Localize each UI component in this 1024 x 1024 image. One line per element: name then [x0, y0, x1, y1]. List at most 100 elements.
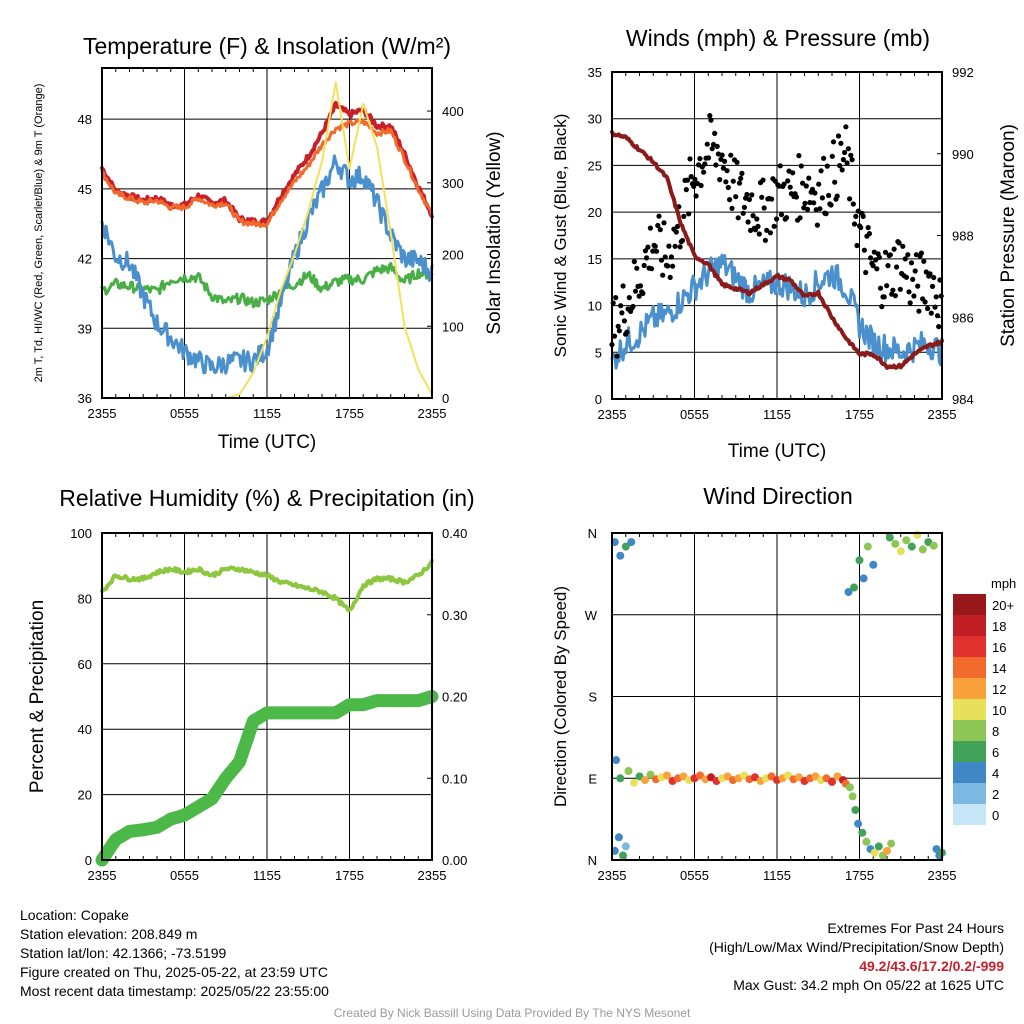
gust-point [891, 246, 897, 252]
y-tick-label: 36 [78, 391, 92, 406]
legend-swatch [953, 657, 986, 678]
gust-point [785, 178, 791, 184]
gust-point [687, 156, 693, 162]
direction-point [918, 545, 927, 554]
direction-point [874, 842, 883, 851]
gust-point [918, 250, 925, 256]
x-axis-label: Time (UTC) [728, 441, 827, 462]
y-right-tick-label: 100 [442, 319, 464, 334]
gust-point [890, 287, 896, 293]
gust-point [642, 248, 649, 254]
chart-title: Temperature (F) & Insolation (W/m²) [83, 33, 451, 59]
direction-point [828, 777, 836, 786]
legend-label: 20+ [992, 598, 1014, 613]
gust-point [686, 211, 692, 217]
y-right-tick-label: 0.20 [442, 690, 467, 705]
series-line [100, 558, 434, 613]
gust-point [848, 152, 854, 158]
y-tick-label: 0 [85, 853, 92, 868]
gust-point [912, 268, 918, 274]
gust-point [804, 206, 811, 212]
gust-point [850, 201, 856, 207]
gust-point [819, 195, 826, 201]
y-tick-label: 39 [78, 321, 92, 336]
y-tick-label: 20 [588, 205, 602, 220]
y-axis-label: Percent & Precipitation [27, 600, 48, 793]
gust-point [828, 202, 834, 208]
gust-point [616, 328, 623, 334]
gust-point [645, 244, 651, 250]
direction-point [614, 833, 623, 842]
direction-point [907, 542, 916, 551]
gust-point [936, 324, 942, 330]
gust-point [615, 323, 621, 329]
x-tick-label: 2355 [88, 868, 117, 883]
gust-point [620, 283, 626, 289]
gust-point [739, 170, 745, 176]
direction-point [624, 767, 633, 775]
gust-point [749, 192, 755, 198]
gust-point [783, 215, 790, 221]
gust-point [803, 183, 809, 189]
gust-point [868, 255, 874, 261]
y-right-tick-label: 0.00 [442, 853, 467, 868]
gust-point [709, 146, 715, 152]
panel-1: 2355 0555 1155 1755 235536394245480100200300… [33, 33, 505, 453]
series-line [100, 261, 434, 309]
gust-point [728, 152, 734, 158]
x-tick-label: 1155 [253, 868, 281, 883]
gust-point [907, 300, 913, 306]
y-tick-label: 40 [78, 722, 92, 737]
x-tick-label: 0555 [680, 407, 709, 422]
legend-label: 6 [992, 745, 999, 760]
gust-point [745, 219, 751, 225]
x-tick-label: 1755 [845, 868, 874, 883]
gust-point [894, 264, 900, 270]
info-created: Figure created on Thu, 2025-05-22, at 23… [20, 964, 328, 980]
gust-point [839, 167, 845, 173]
gust-point [636, 293, 642, 299]
y-axis-label: 2m T, Td, HI/WC (Red, Green, Scarlet/Blu… [33, 84, 45, 383]
gust-point [829, 153, 835, 159]
gust-point [672, 243, 678, 249]
legend-label: 14 [992, 661, 1006, 676]
gust-point [796, 153, 802, 159]
direction-point [612, 756, 621, 765]
gust-point [843, 124, 849, 130]
gust-point [649, 266, 655, 272]
gust-point [863, 269, 869, 276]
series-line [610, 129, 944, 370]
gust-point [774, 216, 780, 222]
gust-point [854, 242, 860, 249]
gust-point [673, 229, 679, 235]
x-tick-label: 1155 [763, 407, 791, 422]
max-gust: Max Gust: 34.2 mph On 05/22 at 1625 UTC [733, 977, 1004, 993]
gust-point [618, 303, 624, 309]
y-tick-label: S [588, 690, 597, 705]
gust-point [652, 243, 658, 249]
gust-point [933, 294, 939, 300]
gust-point [736, 180, 743, 186]
y-tick-label: 15 [588, 252, 602, 267]
gust-point [704, 141, 710, 147]
y-tick-label: 5 [595, 345, 602, 360]
gust-point [847, 196, 853, 202]
gust-point [619, 310, 625, 316]
gust-point [800, 180, 806, 186]
extremes-info: Extremes For Past 24 Hours (High/Low/Max… [709, 919, 1004, 995]
legend-label: 2 [992, 787, 999, 802]
gust-point [793, 194, 800, 200]
gust-point [844, 160, 850, 166]
gust-point [724, 168, 730, 174]
direction-point [855, 556, 864, 565]
panel-2: 2355 0555 1155 1755 235505101520253035984986… [551, 25, 1019, 462]
y-right-tick-label: 990 [952, 147, 974, 162]
gust-point [665, 263, 671, 269]
direction-point [621, 842, 630, 851]
panel-3: 2355 0555 1155 1755 23550204060801000.000.10… [27, 485, 475, 883]
legend-label: 4 [992, 766, 999, 781]
gust-point [662, 254, 668, 260]
gust-point [698, 182, 704, 189]
gust-point [817, 206, 823, 212]
x-tick-label: 1155 [763, 868, 791, 883]
